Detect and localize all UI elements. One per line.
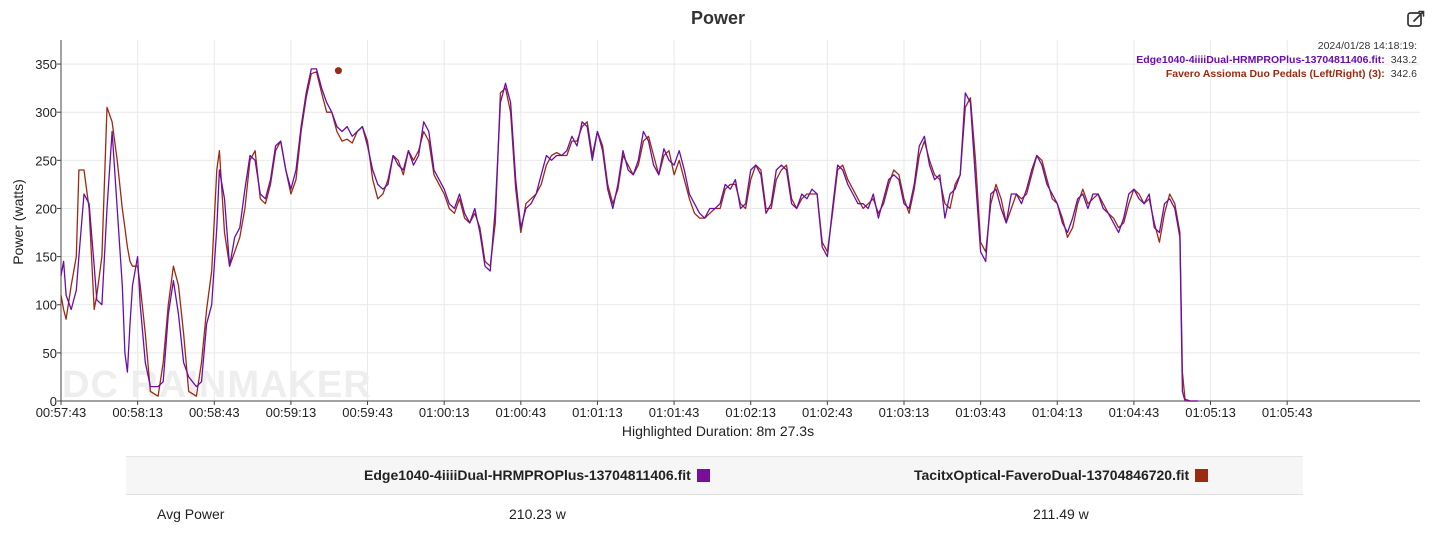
highlight-point (334, 67, 342, 75)
y-tick-label: 350 (35, 57, 57, 72)
series-line-2[interactable] (60, 71, 1198, 402)
device-2-label: TacitxOptical-FaveroDual-13704846720.fit (914, 467, 1190, 483)
x-tick-label: 01:02:43 (802, 405, 853, 420)
device-1-color-swatch (696, 469, 710, 482)
x-tick-label: 00:58:43 (189, 405, 240, 420)
y-tick-label: 250 (35, 153, 57, 168)
tooltip-entry-2-value: 342.6 (1391, 68, 1417, 80)
x-tick-label: 01:00:13 (419, 405, 470, 420)
x-tick-label: 01:03:13 (879, 405, 930, 420)
tooltip: 2024/01/28 14:18:19: Edge1040-4iiiiDual-… (1136, 40, 1417, 80)
x-tick-label: 00:58:13 (112, 405, 163, 420)
table-header-device-2[interactable]: TacitxOptical-FaveroDual-13704846720.fit (914, 457, 1209, 494)
y-tick-label: 100 (35, 298, 57, 313)
device-2-color-swatch (1195, 469, 1209, 482)
x-tick-labels: 00:57:43 00:58:13 00:58:43 00:59:13 00:59:43… (36, 401, 1313, 420)
y-tick-label: 300 (35, 105, 57, 120)
x-tick-label: 00:59:43 (342, 405, 393, 420)
device-1-label: Edge1040-4iiiiDual-HRMPROPlus-1370481140… (364, 467, 691, 483)
y-tick-labels: 0 50 100 150 200 250 300 350 (35, 57, 61, 409)
tooltip-entry-1-value: 343.2 (1391, 54, 1417, 66)
tooltip-entry-1: Edge1040-4iiiiDual-HRMPROPlus-1370481140… (1136, 54, 1417, 66)
comparison-table: Edge1040-4iiiiDual-HRMPROPlus-1370481140… (126, 456, 1303, 533)
x-tick-label: 01:02:13 (725, 405, 776, 420)
power-chart[interactable]: DC RAINMAKER 0 50 100 150 200 250 300 350 00:57… (0, 0, 1436, 450)
tooltip-entry-2-label: Favero Assioma Duo Pedals (Left/Right) (… (1166, 68, 1385, 80)
table-row: Avg Power 210.23 w 211.49 w (126, 495, 1303, 533)
y-axis-label: Power (watts) (10, 179, 26, 265)
table-header-device-1[interactable]: Edge1040-4iiiiDual-HRMPROPlus-1370481140… (364, 457, 710, 494)
tooltip-entry-1-label: Edge1040-4iiiiDual-HRMPROPlus-1370481140… (1136, 54, 1385, 66)
highlighted-duration: Highlighted Duration: 8m 27.3s (621, 423, 815, 439)
tooltip-entry-2: Favero Assioma Duo Pedals (Left/Right) (… (1166, 68, 1417, 80)
avg-power-device-2: 211.49 w (1033, 506, 1089, 522)
x-tick-label: 01:03:43 (955, 405, 1006, 420)
x-tick-label: 01:04:13 (1032, 405, 1083, 420)
tooltip-timestamp: 2024/01/28 14:18:19: (1318, 40, 1417, 52)
y-tick-label: 50 (43, 346, 57, 361)
x-tick-label: 01:04:43 (1109, 405, 1160, 420)
table-header-row: Edge1040-4iiiiDual-HRMPROPlus-1370481140… (126, 456, 1303, 495)
y-tick-label: 200 (35, 201, 57, 216)
series-line-1[interactable] (60, 68, 1198, 402)
x-tick-label: 00:57:43 (36, 405, 87, 420)
x-tick-label: 01:05:43 (1262, 405, 1313, 420)
chart-title: Power (690, 8, 746, 28)
series-lines (60, 68, 1198, 402)
row-label-avg-power: Avg Power (157, 506, 225, 522)
y-tick-label: 150 (35, 250, 57, 265)
grid-lines (61, 40, 1420, 401)
highlight-marker (334, 67, 342, 75)
x-tick-label: 01:01:43 (649, 405, 700, 420)
x-tick-label: 01:01:13 (572, 405, 623, 420)
y-tick-label: 0 (50, 394, 57, 409)
edit-external-icon[interactable] (1406, 9, 1426, 29)
x-tick-label: 00:59:13 (266, 405, 317, 420)
x-tick-label: 01:00:43 (496, 405, 547, 420)
x-tick-label: 01:05:13 (1185, 405, 1236, 420)
watermark-text: DC RAINMAKER (62, 364, 372, 406)
avg-power-device-1: 210.23 w (509, 506, 566, 522)
